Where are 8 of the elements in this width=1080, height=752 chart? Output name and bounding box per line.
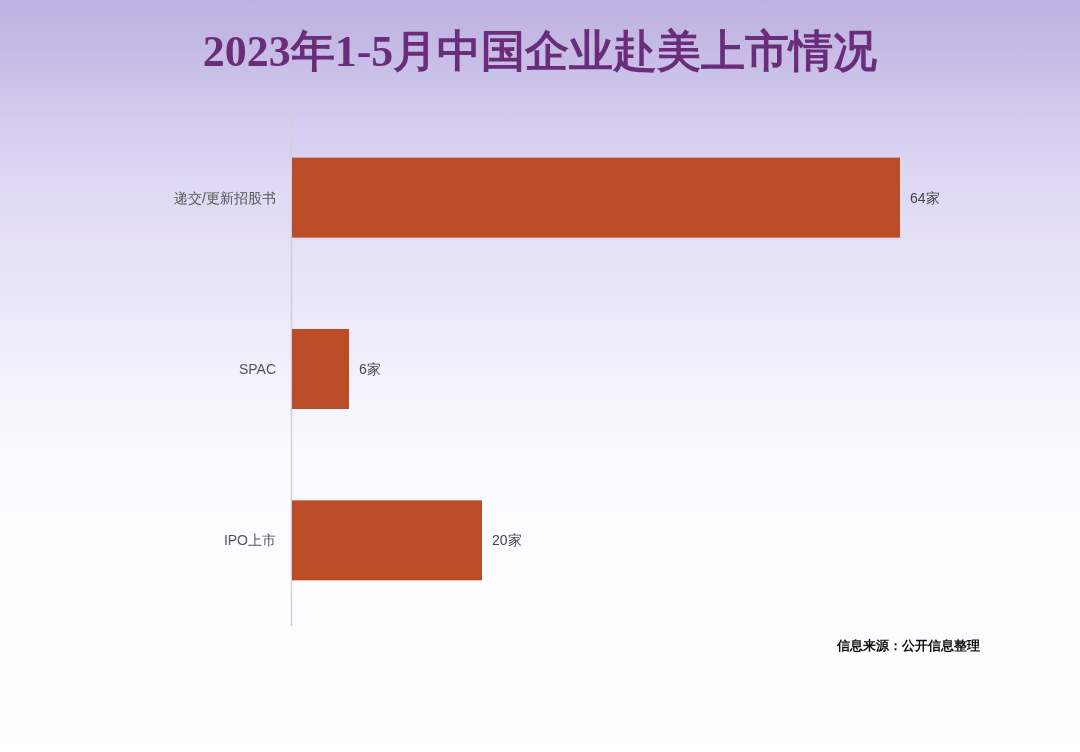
- chart-title: 2023年1-5月中国企业赴美上市情况: [202, 27, 878, 76]
- y-tick-label: SPAC: [238, 361, 276, 377]
- data-label: 64家: [910, 189, 940, 206]
- y-tick-label: IPO上市: [223, 532, 276, 549]
- y-tick-label: 递交/更新招股书: [174, 189, 276, 206]
- data-label: 6家: [359, 361, 381, 377]
- data-label: 20家: [492, 532, 522, 549]
- text: 信息来源：公开信息整理: [836, 638, 980, 653]
